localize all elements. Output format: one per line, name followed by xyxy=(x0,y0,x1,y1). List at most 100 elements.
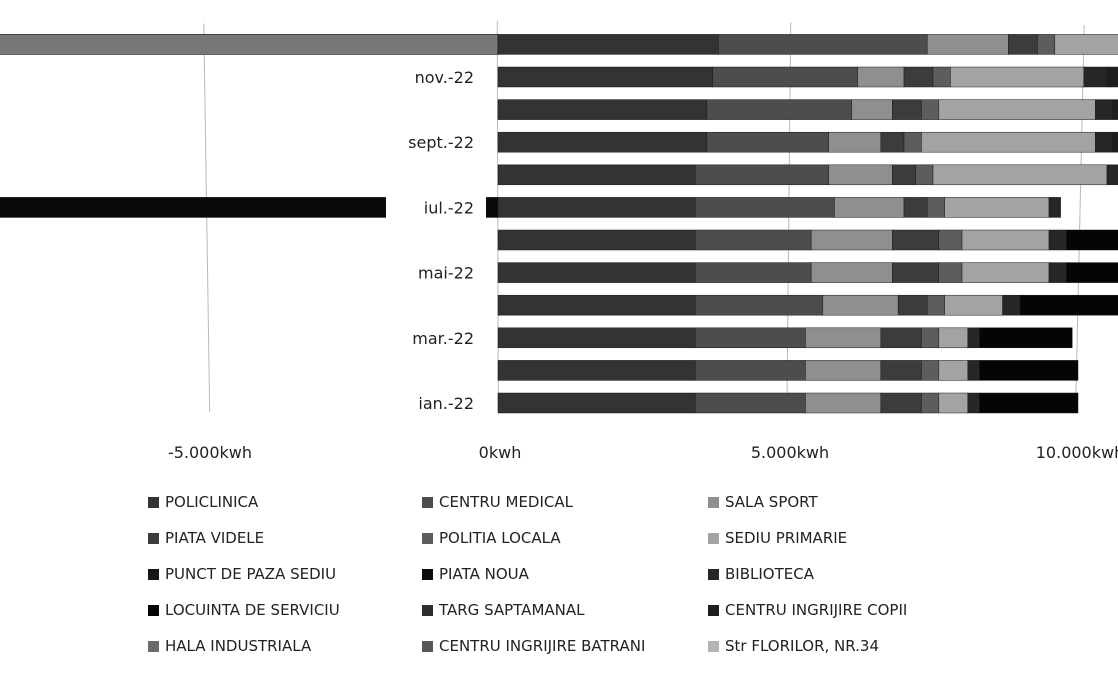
legend-label: HALA INDUSTRIALA xyxy=(165,637,312,655)
bar-segment xyxy=(961,262,1050,283)
bar-segment xyxy=(921,327,940,349)
bar-segment xyxy=(897,294,928,316)
bar-segment xyxy=(1019,294,1118,316)
bar-segment xyxy=(1083,66,1108,88)
legend-label: POLITIA LOCALA xyxy=(439,529,561,547)
bar-segment xyxy=(694,262,812,283)
x-axis-ticks: -15.000kwh-10.000kwh-5.000kwh0kwh5.000kw… xyxy=(168,443,1118,462)
legend-label: SEDIU PRIMARIE xyxy=(725,529,847,547)
category-label: sept.-22 xyxy=(408,133,474,152)
bar-segment xyxy=(938,229,963,251)
bar-segment xyxy=(497,327,696,349)
bar-segment xyxy=(822,294,899,316)
category-label: ian.-22 xyxy=(418,394,474,413)
bar-segment xyxy=(857,66,905,88)
bar-segment xyxy=(880,327,922,349)
bar-segment xyxy=(1066,229,1118,251)
bar-segment xyxy=(1106,66,1118,88)
bar-segment xyxy=(694,229,812,251)
legend-swatch xyxy=(708,569,719,580)
legend-swatch xyxy=(422,641,433,652)
bar-segment xyxy=(921,131,1096,153)
bar-segment xyxy=(938,262,963,283)
category-label: mai-22 xyxy=(418,264,474,283)
bar-segment xyxy=(694,360,806,381)
bar-segment xyxy=(497,99,708,120)
bar-segment xyxy=(805,392,882,414)
bars xyxy=(0,34,1118,414)
legend-label: Str FLORILOR, NR.34 xyxy=(725,637,879,655)
bar-segment xyxy=(1095,131,1114,153)
bar-segment xyxy=(880,360,922,381)
bar-segment xyxy=(979,392,1079,414)
legend-label: CENTRU MEDICAL xyxy=(439,493,574,511)
legend-swatch xyxy=(708,497,719,508)
bar-segment xyxy=(706,131,829,153)
bar-segment xyxy=(921,99,940,120)
legend-swatch xyxy=(148,641,159,652)
bar-segment xyxy=(915,164,934,186)
bar-segment xyxy=(497,66,713,88)
legend-swatch xyxy=(148,569,159,580)
x-tick-label: -5.000kwh xyxy=(168,443,252,462)
bar-segment xyxy=(1048,262,1067,283)
bar-segment xyxy=(1008,34,1038,55)
bar-segment xyxy=(497,34,719,55)
bar-segment xyxy=(694,327,806,349)
bar-segment xyxy=(944,294,1003,316)
bar-segment xyxy=(938,392,969,414)
bar-segment xyxy=(967,392,980,414)
legend: POLICLINICA CENTRU MEDICAL SALA SPORT PIATA… xyxy=(148,493,907,655)
bar-segment xyxy=(1037,34,1056,55)
category-label-bg xyxy=(386,194,486,221)
bar-segment xyxy=(921,360,940,381)
category-label-bg xyxy=(386,390,486,416)
category-label-bg xyxy=(386,64,486,90)
bar-segment xyxy=(694,197,835,218)
bar-segment xyxy=(938,360,969,381)
bar-segment xyxy=(903,197,928,218)
bar-segment xyxy=(497,131,708,153)
bar-segment xyxy=(706,99,853,120)
legend-swatch xyxy=(148,605,159,616)
bar-segment xyxy=(828,164,893,186)
bar-segment xyxy=(694,392,806,414)
bar-segment xyxy=(926,34,1009,55)
legend-swatch xyxy=(148,497,159,508)
legend-label: PIATA NOUA xyxy=(439,565,530,583)
bar-segment xyxy=(1054,34,1118,55)
bar-segment xyxy=(932,66,951,88)
bar-segment xyxy=(497,229,696,251)
bar-segment xyxy=(938,99,1096,120)
bar-segment xyxy=(979,360,1079,381)
bar-segment xyxy=(903,66,934,88)
bar-segment xyxy=(938,327,969,349)
bar-segment xyxy=(805,327,882,349)
gridline xyxy=(1075,25,1085,413)
legend-label: CENTRU INGRIJIRE COPII xyxy=(725,601,907,619)
bar-segment xyxy=(810,262,893,283)
bar-segment xyxy=(851,99,893,120)
bar-segment xyxy=(712,66,858,88)
legend-swatch xyxy=(422,605,433,616)
bar-segment xyxy=(497,197,696,218)
legend-label: PIATA VIDELE xyxy=(165,529,264,547)
category-label: nov.-22 xyxy=(415,68,474,87)
bar-segment xyxy=(892,262,940,283)
category-label: mar.-22 xyxy=(412,329,474,348)
bar-segment xyxy=(497,392,696,414)
bar-segment xyxy=(926,197,945,218)
x-tick-label: 0kwh xyxy=(479,443,522,462)
bar-segment-negative xyxy=(0,34,499,55)
bar-segment xyxy=(718,34,928,55)
gridline xyxy=(203,23,211,413)
legend-swatch xyxy=(422,569,433,580)
category-labels: ian.-22 mar.-22 mai-22 iul.-22 sept.-22 nov.-… xyxy=(386,64,486,416)
bar-segment xyxy=(834,197,905,218)
bar-segment xyxy=(1112,99,1118,120)
legend-label: LOCUINTA DE SERVICIU xyxy=(165,601,340,619)
legend-swatch xyxy=(708,533,719,544)
bar-segment xyxy=(926,294,945,316)
bar-segment xyxy=(497,262,696,283)
